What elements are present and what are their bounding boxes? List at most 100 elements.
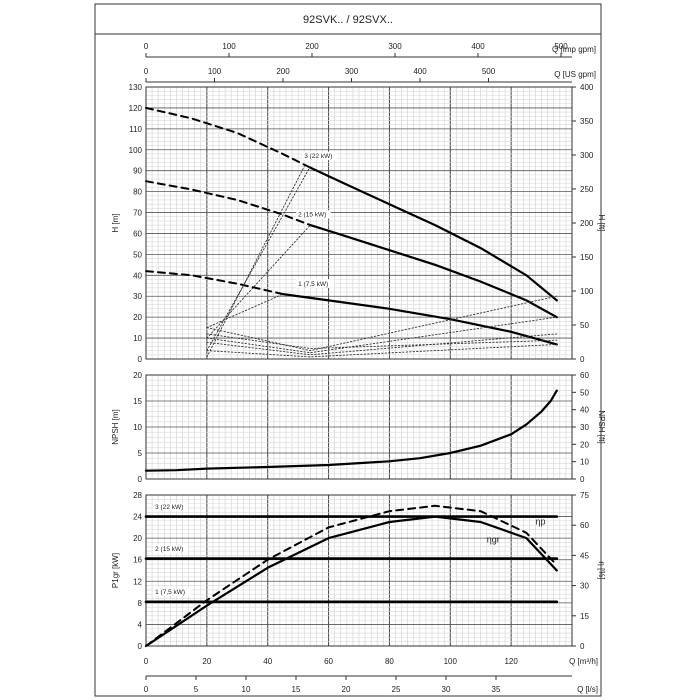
head-y-tick-label: 50 <box>133 250 142 259</box>
us-gpm-tick-label: 400 <box>413 67 427 76</box>
power_efficiency-series-line <box>144 515 558 648</box>
npsh-y-tick-label: 10 <box>133 423 142 432</box>
head-y-right-axis-label: H [ft] <box>597 215 606 232</box>
head-y-right-tick-label: 350 <box>580 117 594 126</box>
m3h-tick-label: 60 <box>324 657 333 666</box>
head-series-line <box>145 106 312 169</box>
m3h-axis-label: Q [m³/h] <box>569 657 598 666</box>
power_efficiency-y-tick-label: 8 <box>138 599 143 608</box>
npsh-panel: 0 5 10 15 20 0 10 20 30 40 50 60 NPSH [m] NPSH [ft] <box>111 371 606 484</box>
head-series-line <box>206 166 305 358</box>
ls-tick-label: 15 <box>292 685 301 694</box>
npsh-y-right-axis-label: NPSH [ft] <box>597 410 606 443</box>
power_efficiency-annotation-label: 3 (22 kW) <box>155 504 183 511</box>
power_efficiency-annotation-bg <box>153 544 188 554</box>
ls-tick-label: 5 <box>194 685 199 694</box>
head-annotation-bg <box>302 151 337 161</box>
head-series-line <box>309 166 558 302</box>
power_efficiency-y-axis-label: P1gr [kW] <box>111 553 120 588</box>
m3h-ticks: 0 20 40 60 80 100 120 <box>144 657 519 666</box>
frame <box>94 3 602 697</box>
head-y-tick-label: 20 <box>133 313 142 322</box>
npsh-y-tick-label: 15 <box>133 397 142 406</box>
head-y-axis-label: H [m] <box>111 213 120 232</box>
head-annotation-label: 2 (15 kW) <box>298 212 326 219</box>
power_efficiency-y-tick-label: 16 <box>133 556 142 565</box>
npsh-y-right-tick-label: 40 <box>580 406 589 415</box>
us-gpm-tick-label: 200 <box>276 67 290 76</box>
head-annotation-bg <box>296 279 335 288</box>
power_efficiency-y-right-tick-label: 15 <box>580 612 589 621</box>
head-series-line <box>145 270 284 296</box>
npsh-y-right-tick-label: 50 <box>580 388 589 397</box>
m3h-tick-label: 100 <box>444 657 458 666</box>
npsh-y-right-tick-label: 20 <box>580 440 589 449</box>
power_efficiency-y-tick-label: 20 <box>133 534 142 543</box>
npsh-y-right-tick-label: 10 <box>580 458 589 467</box>
imp-gpm-tick-label: 200 <box>305 42 319 51</box>
power_efficiency-y-tick-label: 0 <box>138 642 143 651</box>
power_efficiency-y-right-axis-label: η [%] <box>597 561 606 579</box>
head-y-tick-label: 90 <box>133 167 142 176</box>
power-efficiency-panel: 0 4 8 12 16 20 24 28 0 15 30 45 60 75 P1gr [kW] η [%] 3 … <box>111 491 606 651</box>
head-annotation-bg <box>296 210 331 219</box>
npsh-y-tick-label: 20 <box>133 371 142 380</box>
head-y-right-tick-label: 200 <box>580 219 594 228</box>
head-y-tick-label: 60 <box>133 229 142 238</box>
head-series-line <box>309 224 558 319</box>
head-y-tick-label: 0 <box>138 355 143 364</box>
head-series-line <box>206 224 311 339</box>
npsh-y-right-tick-label: 0 <box>580 475 585 484</box>
ls-tick-label: 35 <box>492 685 501 694</box>
head-y-tick-label: 110 <box>129 125 142 134</box>
head-y-right-tick-label: 250 <box>580 185 594 194</box>
head-grid <box>145 86 573 360</box>
power_efficiency-annotation-label: 2 (15 kW) <box>155 546 183 553</box>
power_efficiency-y-tick-label: 12 <box>133 577 142 586</box>
npsh-y-axis-label: NPSH [m] <box>111 409 120 445</box>
ls-tick-label: 20 <box>342 685 351 694</box>
power_efficiency-annotation-label: ηgr <box>487 534 500 544</box>
head-y-tick-label: 40 <box>133 271 142 280</box>
m3h-tick-label: 80 <box>385 657 394 666</box>
head-series-line <box>206 295 558 352</box>
us-gpm-tick-label: 100 <box>208 67 222 76</box>
imp-gpm-axis-label: Q [Imp gpm] <box>552 45 596 54</box>
head-y-tick-label: 100 <box>129 146 143 155</box>
us-gpm-axis-label: Q [US gpm] <box>554 70 596 79</box>
ls-tick-label: 30 <box>442 685 451 694</box>
power_efficiency-plot-border <box>145 494 573 647</box>
power_efficiency-y-right-tick-label: 30 <box>580 582 589 591</box>
head-series-line <box>206 333 558 349</box>
power_efficiency-annotation-label: ηp <box>535 517 545 527</box>
head-series-line <box>206 333 558 356</box>
m3h-tick-label: 20 <box>202 657 211 666</box>
us-gpm-ticks: 0 100 200 300 400 500 <box>144 67 496 82</box>
npsh-y-right-tick-label: 30 <box>580 423 589 432</box>
power_efficiency-y-tick-label: 28 <box>133 491 142 500</box>
m3h-tick-label: 0 <box>144 657 149 666</box>
head-y-right-tick-label: 50 <box>580 321 589 330</box>
head-annotation-label: 1 (7,5 kW) <box>298 281 328 288</box>
m3h-tick-label: 40 <box>263 657 272 666</box>
head-annotation-label: 3 (22 kW) <box>304 153 332 160</box>
head-y-tick-label: 10 <box>133 334 142 343</box>
head-y-tick-label: 120 <box>129 104 143 113</box>
power_efficiency-y-right-tick-label: 60 <box>580 521 589 530</box>
npsh-y-tick-label: 5 <box>138 449 143 458</box>
power_efficiency-y-tick-label: 24 <box>133 513 142 522</box>
chart-title: 92SVK.. / 92SVX.. <box>303 14 393 26</box>
head-y-tick-label: 130 <box>129 83 143 92</box>
head-y-right-tick-label: 0 <box>580 355 585 364</box>
ls-tick-label: 0 <box>144 685 149 694</box>
npsh-y-right-tick-label: 60 <box>580 371 589 380</box>
power_efficiency-annotation-bg <box>153 502 188 512</box>
head-y-right-tick-label: 150 <box>580 253 594 262</box>
npsh-grid <box>145 374 573 480</box>
head-y-right-tick-label: 400 <box>580 83 594 92</box>
head-series-line <box>281 293 558 346</box>
head-y-tick-label: 80 <box>133 188 142 197</box>
power_efficiency-annotation-label: 1 (7,5 kW) <box>155 589 185 596</box>
power_efficiency-y-tick-label: 4 <box>138 620 143 629</box>
